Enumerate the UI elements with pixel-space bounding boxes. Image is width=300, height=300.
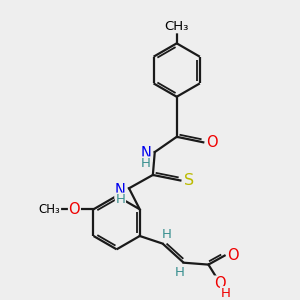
Text: H: H (161, 228, 171, 241)
Text: H: H (141, 157, 151, 170)
Text: O: O (214, 276, 226, 291)
Text: H: H (220, 287, 230, 300)
Text: O: O (206, 135, 218, 150)
Text: N: N (115, 183, 126, 198)
Text: H: H (116, 193, 125, 206)
Text: N: N (141, 146, 152, 161)
Text: CH₃: CH₃ (164, 20, 189, 33)
Text: O: O (69, 202, 80, 217)
Text: H: H (175, 266, 185, 279)
Text: O: O (227, 248, 239, 262)
Text: CH₃: CH₃ (39, 203, 61, 216)
Text: S: S (184, 173, 194, 188)
